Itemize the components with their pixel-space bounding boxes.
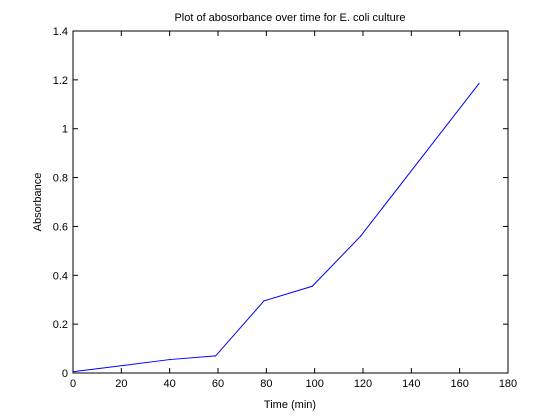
- x-tick-label: 180: [499, 378, 517, 390]
- data-point: [169, 358, 171, 361]
- data-point: [263, 300, 265, 302]
- chart-title: Plot of abosorbance over time for E. col…: [174, 12, 405, 24]
- y-tick-label: 0.4: [53, 270, 68, 282]
- series-layer: [72, 82, 480, 373]
- y-tick-label: 0: [62, 368, 68, 380]
- y-tick-label: 0.8: [53, 173, 68, 185]
- x-tick-label: 100: [305, 378, 323, 390]
- x-tick-label: 40: [164, 378, 176, 390]
- x-tick-label: 0: [70, 378, 76, 390]
- x-tick-label: 140: [402, 378, 420, 390]
- y-axis-ticks: 0 0.2 0.4 0.6 0.8 1 1.2 1.4: [53, 26, 508, 380]
- x-tick-label: 60: [212, 378, 224, 390]
- plot-area: [72, 30, 509, 374]
- x-tick-label: 160: [450, 378, 468, 390]
- x-tick-label: 20: [115, 378, 127, 390]
- x-tick-label: 80: [260, 378, 272, 390]
- data-point: [311, 285, 313, 287]
- data-point: [478, 82, 480, 85]
- y-tick-label: 1.4: [53, 26, 68, 38]
- data-point: [359, 235, 362, 237]
- data-point: [72, 371, 74, 373]
- x-tick-label: 120: [354, 378, 372, 390]
- x-axis-ticks: 0 20 40 60 80 100 120 140 160 180: [70, 31, 517, 390]
- y-tick-label: 1: [62, 124, 68, 136]
- y-axis-label: Absorbance: [32, 173, 44, 232]
- y-tick-label: 0.6: [53, 221, 68, 233]
- data-point: [214, 355, 217, 357]
- y-tick-label: 0.2: [53, 319, 68, 331]
- x-axis-label: Time (min): [264, 399, 316, 411]
- y-tick-label: 1.2: [53, 75, 68, 87]
